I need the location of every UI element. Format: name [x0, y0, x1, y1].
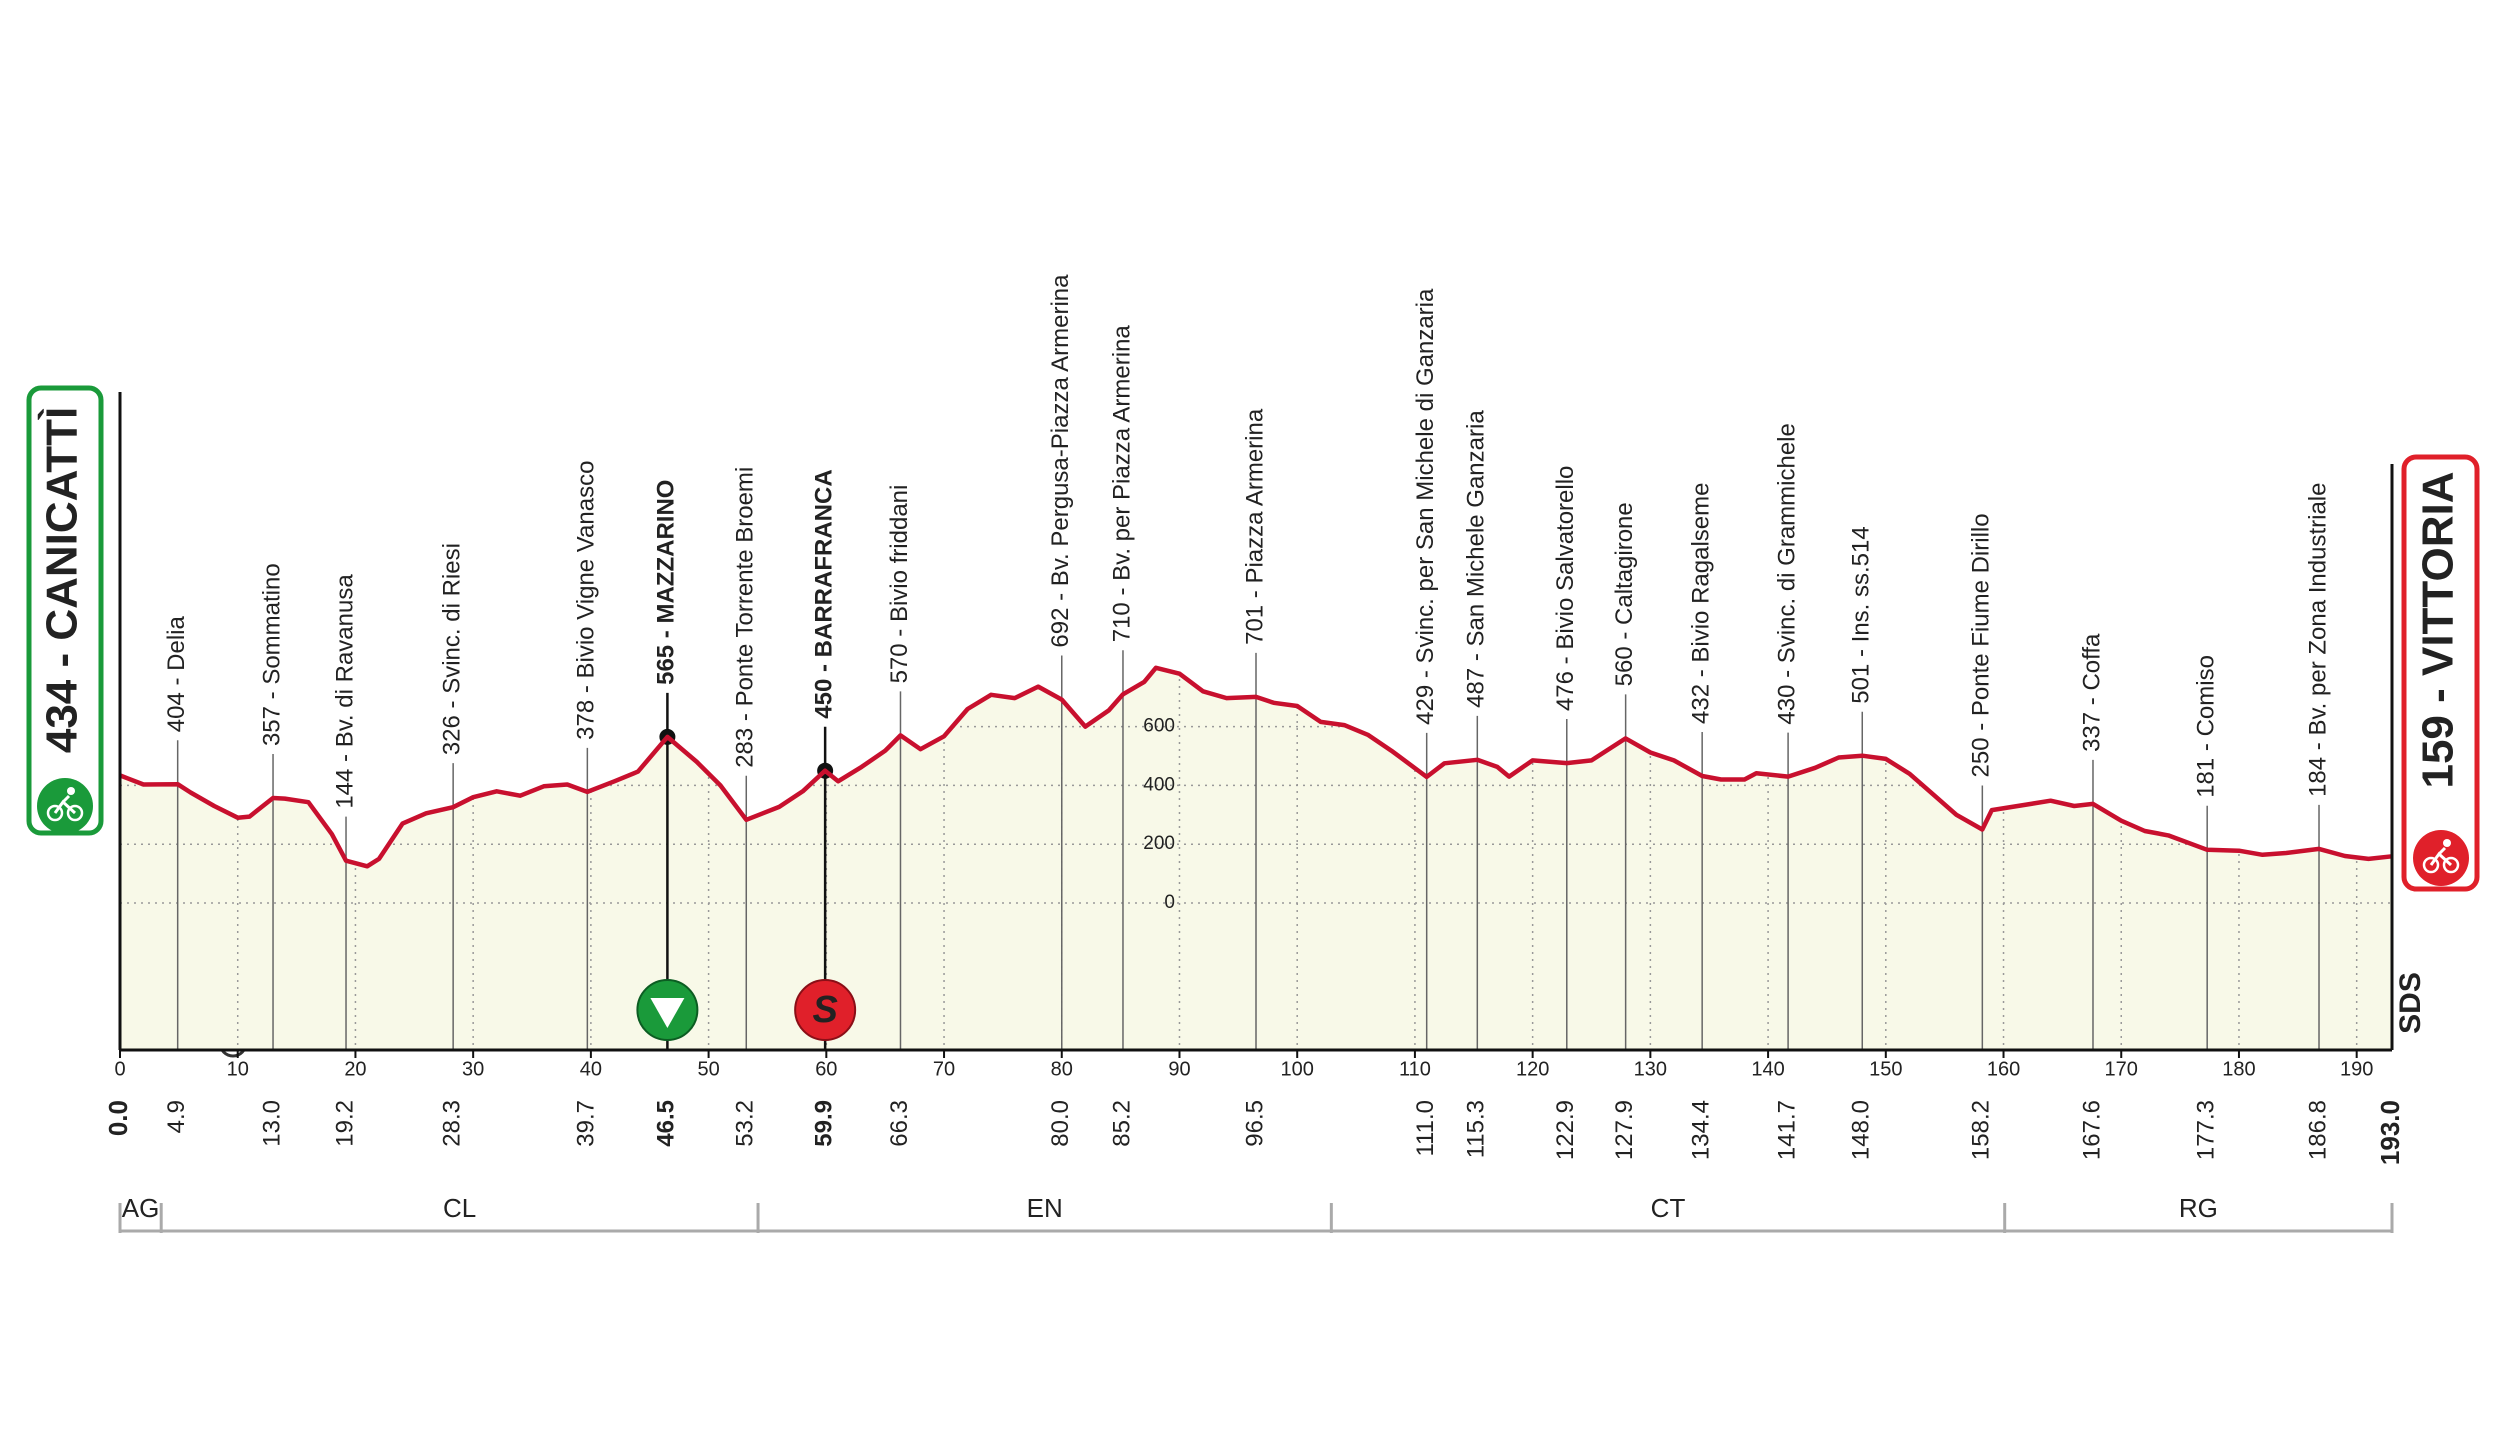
- waypoint-label: 432 - Bivio Ragalseme: [1688, 483, 1715, 724]
- waypoint-label: 476 - Bivio Salvatorello: [1552, 466, 1579, 711]
- start-icon-wheel: [46, 804, 64, 822]
- x-tick-label: 50: [697, 1058, 719, 1080]
- waypoint-label: 326 - Svinc. di Riesi: [438, 543, 465, 755]
- waypoint-label: 144 - Bv. di Ravanusa: [331, 574, 358, 809]
- waypoint-label: 181 - Comiso: [2193, 655, 2220, 798]
- km-label: 85.2: [1108, 1100, 1135, 1147]
- waypoint-label: 404 - Delia: [163, 616, 190, 733]
- waypoint-label: 487 - San Michele Ganzaria: [1463, 410, 1490, 708]
- km-label: 39.7: [573, 1100, 600, 1147]
- km-label: 115.3: [1463, 1100, 1490, 1158]
- finish-box: [2401, 454, 2480, 892]
- finish-km-label: 193.0: [2375, 1100, 2405, 1165]
- finish-label: 159 - VITTORIA: [2414, 471, 2463, 788]
- y-tick-label: 600: [1143, 716, 1175, 737]
- start-icon-wheel: [66, 804, 84, 822]
- km-label: 141.7: [1773, 1100, 1800, 1160]
- x-tick-label: 20: [344, 1058, 366, 1080]
- waypoint-label: 692 - Bv. Pergusa-Piazza Armerina: [1047, 274, 1074, 648]
- km-label: 148.0: [1848, 1100, 1875, 1160]
- km-label: 66.3: [886, 1100, 913, 1147]
- start-km-label: 0.0: [103, 1100, 133, 1136]
- waypoint-label: 450 - BARRAFRANCA: [810, 469, 837, 718]
- waypoint-label: 283 - Ponte Torrente Broemi: [732, 467, 759, 768]
- x-tick-label: 110: [1399, 1058, 1431, 1080]
- x-tick-label: 100: [1281, 1058, 1314, 1080]
- x-tick-label: 80: [1051, 1058, 1073, 1080]
- x-tick-label: 180: [2222, 1058, 2255, 1080]
- y-tick-label: 200: [1143, 833, 1175, 854]
- start-icon-head: [67, 787, 75, 795]
- waypoint-label: 710 - Bv. per Piazza Armerina: [1108, 325, 1135, 643]
- x-tick-label: 10: [227, 1058, 249, 1080]
- region-label: CT: [1651, 1193, 1686, 1223]
- finish-icon-head: [2443, 839, 2451, 847]
- x-tick-label: 90: [1168, 1058, 1190, 1080]
- waypoint-label: 565 - MAZZARINO: [653, 480, 680, 685]
- km-label: 96.5: [1241, 1100, 1268, 1147]
- x-tick-label: 150: [1869, 1058, 1902, 1080]
- km-label: 167.6: [2078, 1100, 2105, 1160]
- region-label: AG: [122, 1193, 160, 1223]
- profile-line: [119, 665, 2393, 869]
- x-tick-label: 140: [1751, 1058, 1784, 1080]
- finish-icon: [2413, 830, 2469, 886]
- waypoint-label: 337 - Coffa: [2078, 633, 2105, 752]
- km-label: 53.2: [732, 1100, 759, 1147]
- km-label: 134.4: [1688, 1100, 1715, 1160]
- x-tick-label: 160: [1987, 1058, 2020, 1080]
- km-label: 111.0: [1412, 1100, 1439, 1157]
- y-tick-label: 0: [1164, 892, 1175, 913]
- x-tick-label: 70: [933, 1058, 955, 1080]
- region-label: CL: [443, 1193, 476, 1223]
- start-label: 434 - CANICATTÌ: [37, 407, 87, 753]
- x-tick-label: 130: [1634, 1058, 1667, 1080]
- waypoint-label: 501 - Ins. ss.514: [1848, 526, 1875, 703]
- x-tick-label: 120: [1516, 1058, 1549, 1080]
- km-label: 177.3: [2193, 1100, 2220, 1160]
- km-label: 122.9: [1552, 1100, 1579, 1160]
- finish-icon-frame: [2429, 846, 2453, 867]
- waypoint-label: 560 - Caltagirone: [1611, 502, 1638, 686]
- km-label: 28.3: [438, 1100, 465, 1147]
- sprint-marker-text: S: [812, 989, 837, 1031]
- km-label: 13.0: [258, 1100, 285, 1147]
- waypoint-label: 701 - Piazza Armerina: [1241, 408, 1268, 645]
- waypoint-label: 570 - Bivio friddani: [886, 485, 913, 684]
- finish-icon-wheel: [2422, 856, 2440, 874]
- waypoint-label: 430 - Svinc. di Grammichele: [1773, 423, 1800, 724]
- km-label: 127.9: [1611, 1100, 1638, 1160]
- y-tick-label: 400: [1143, 774, 1175, 795]
- x-tick-label: 170: [2105, 1058, 2138, 1080]
- x-tick-label: 30: [462, 1058, 484, 1080]
- logo: SDS: [2394, 972, 2427, 1034]
- waypoint-label: 250 - Ponte Fiume Dirillo: [1968, 513, 1995, 777]
- waypoint-label: 429 - Svinc. per San Michele di Ganzaria: [1412, 288, 1439, 725]
- start-icon-frame: [53, 794, 77, 815]
- x-tick-label: 60: [815, 1058, 837, 1080]
- waypoint-label: 357 - Sommatino: [258, 563, 285, 746]
- km-label: 46.5: [653, 1100, 680, 1147]
- km-label: 158.2: [1968, 1100, 1995, 1160]
- climb-marker-icon: [650, 998, 685, 1028]
- x-tick-label: 40: [580, 1058, 602, 1080]
- x-tick-label: 0: [114, 1058, 125, 1080]
- region-label: RG: [2179, 1193, 2218, 1223]
- km-label: 186.8: [2304, 1100, 2331, 1160]
- km-label: 59.9: [810, 1100, 837, 1147]
- finish-icon-wheel: [2442, 856, 2460, 874]
- start-icon: [37, 778, 93, 834]
- x-tick-label: 190: [2340, 1058, 2373, 1080]
- sprint-marker: [794, 979, 857, 1041]
- km-label: 19.2: [331, 1100, 358, 1147]
- waypoint-label: 378 - Bivio Vigne Vanasco: [573, 461, 600, 740]
- region-label: EN: [1027, 1193, 1063, 1223]
- km-label: 4.9: [163, 1100, 190, 1133]
- km-label: 80.0: [1047, 1100, 1074, 1147]
- waypoint-label: 184 - Bv. per Zona Industriale: [2304, 483, 2331, 797]
